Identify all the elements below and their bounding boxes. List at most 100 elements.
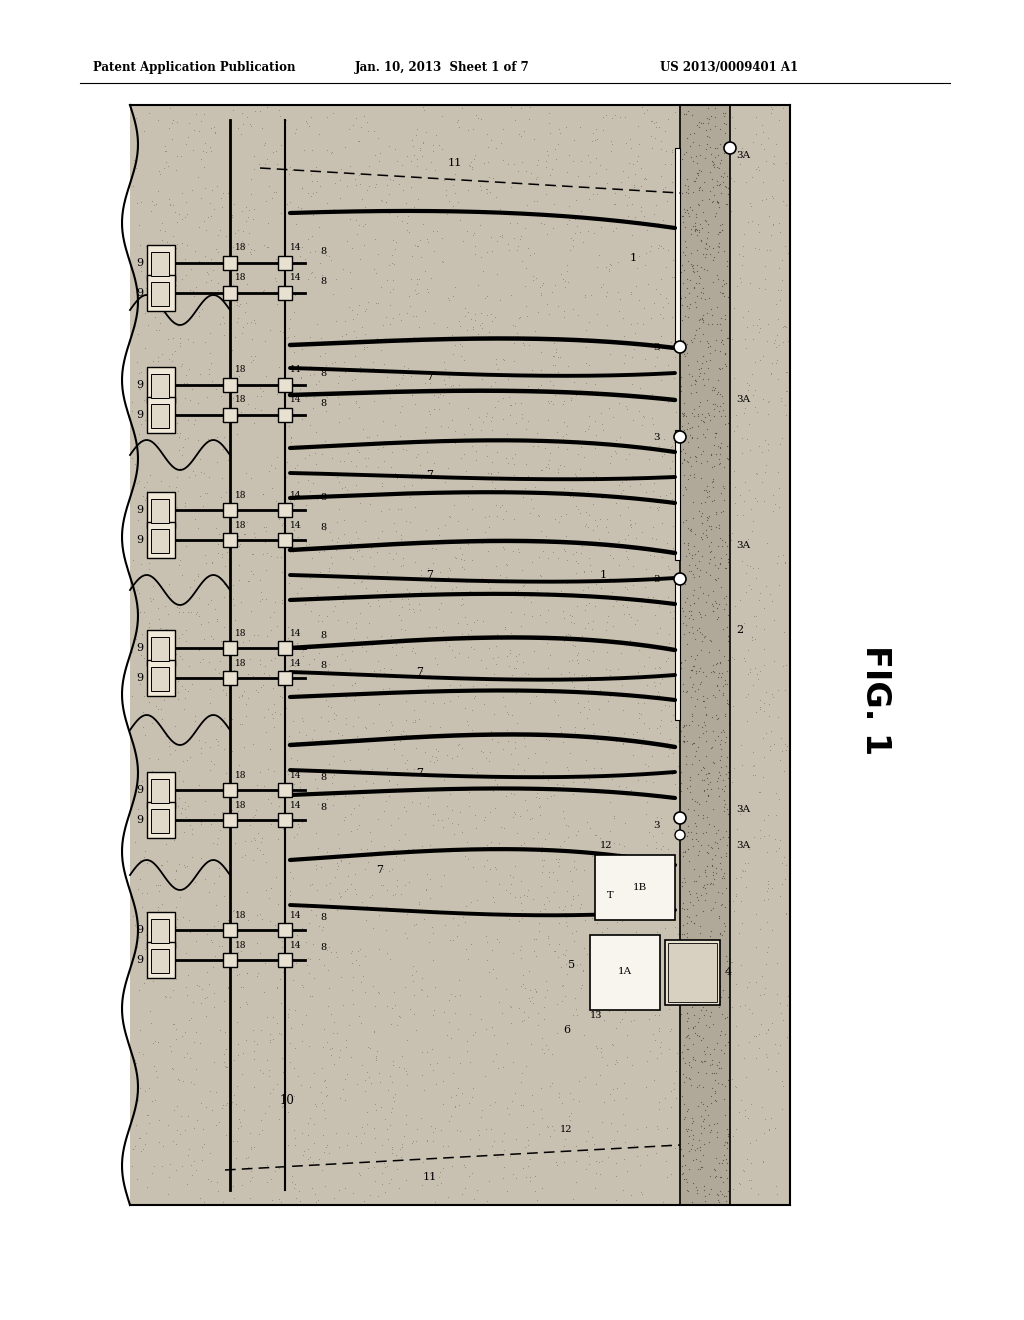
Point	[395, 180, 412, 201]
Point	[417, 690, 433, 711]
Point	[693, 309, 710, 330]
Point	[454, 821, 470, 842]
Point	[509, 235, 525, 256]
Point	[230, 296, 247, 317]
Point	[756, 825, 772, 846]
Point	[258, 543, 274, 564]
Point	[303, 162, 319, 183]
Point	[570, 821, 587, 842]
Point	[334, 643, 350, 664]
Bar	[147, 521, 175, 558]
Point	[385, 1150, 401, 1171]
Point	[612, 483, 629, 504]
Point	[464, 475, 480, 496]
Point	[562, 624, 579, 645]
Point	[778, 380, 795, 401]
Point	[392, 401, 409, 422]
Point	[716, 789, 732, 810]
Point	[557, 945, 573, 966]
Point	[198, 483, 214, 504]
Point	[311, 562, 328, 583]
Point	[740, 1032, 757, 1053]
Point	[389, 1015, 406, 1036]
Point	[334, 326, 350, 347]
Bar	[151, 252, 169, 276]
Point	[373, 189, 389, 210]
Point	[170, 760, 186, 781]
Point	[562, 743, 579, 764]
Point	[680, 469, 696, 490]
Point	[239, 962, 255, 983]
Point	[293, 368, 309, 389]
Point	[701, 127, 718, 148]
Point	[519, 1117, 536, 1138]
Point	[398, 145, 415, 166]
Point	[488, 635, 505, 656]
Point	[653, 1032, 670, 1053]
Text: 8: 8	[319, 368, 326, 378]
Point	[182, 602, 199, 623]
Point	[651, 595, 668, 616]
Point	[515, 833, 531, 854]
Point	[572, 543, 589, 564]
Point	[379, 1080, 395, 1101]
Point	[349, 528, 366, 549]
Point	[362, 830, 379, 851]
Point	[713, 331, 729, 352]
Point	[441, 367, 458, 388]
Point	[302, 1107, 318, 1129]
Point	[570, 498, 587, 519]
Point	[546, 689, 562, 710]
Point	[766, 333, 782, 354]
Point	[356, 301, 373, 322]
Point	[554, 268, 570, 289]
Point	[708, 516, 724, 537]
Point	[373, 626, 389, 647]
Point	[267, 271, 284, 292]
Point	[478, 747, 495, 768]
Point	[327, 351, 343, 372]
Point	[433, 593, 450, 614]
Point	[670, 657, 686, 678]
Point	[725, 1179, 741, 1200]
Point	[398, 758, 415, 779]
Point	[422, 834, 438, 855]
Point	[425, 1059, 441, 1080]
Point	[717, 704, 733, 725]
Text: 3A: 3A	[736, 396, 751, 404]
Point	[447, 429, 464, 450]
Point	[199, 219, 215, 240]
Point	[441, 1047, 458, 1068]
Point	[129, 759, 145, 780]
Point	[464, 317, 480, 338]
Point	[617, 395, 634, 416]
Point	[683, 519, 699, 540]
Point	[775, 190, 792, 211]
Point	[532, 900, 549, 921]
Point	[508, 682, 524, 704]
Point	[348, 1125, 365, 1146]
Point	[709, 191, 725, 213]
Point	[268, 248, 285, 269]
Point	[728, 867, 744, 888]
Point	[513, 125, 529, 147]
Point	[685, 733, 701, 754]
Point	[689, 1180, 706, 1201]
Point	[660, 623, 677, 644]
Point	[190, 640, 207, 661]
Point	[460, 645, 476, 667]
Point	[209, 609, 225, 630]
Point	[481, 1094, 498, 1115]
Point	[571, 898, 588, 919]
Point	[494, 1130, 510, 1151]
Point	[366, 1022, 382, 1043]
Point	[535, 273, 551, 294]
Point	[453, 985, 469, 1006]
Point	[601, 453, 617, 474]
Point	[483, 240, 500, 261]
Point	[323, 249, 339, 271]
Point	[453, 346, 469, 367]
Text: 6: 6	[563, 1026, 570, 1035]
Point	[408, 1019, 424, 1040]
Point	[370, 651, 386, 672]
